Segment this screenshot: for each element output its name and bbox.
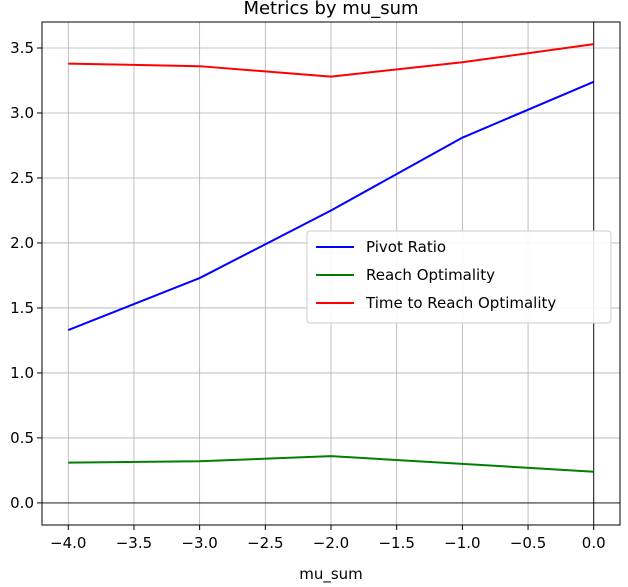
legend: Pivot Ratio Reach Optimality Time to Reach… [306,230,612,324]
series-lines [67,43,595,473]
y-tick-label: 2.0 [10,234,34,252]
y-tick-label: 3.0 [10,104,34,122]
x-tick-label: −1.0 [444,534,480,552]
y-tick-label: 2.5 [10,169,34,187]
legend-label: Pivot Ratio [366,238,446,256]
chart-title: Metrics by mu_sum [243,0,418,19]
x-tick-label: −0.5 [510,534,546,552]
series-line-3 [68,43,594,78]
x-tick-label: −3.0 [181,534,217,552]
series-line-1 [67,80,595,331]
x-tick-label: −1.5 [378,534,414,552]
y-tick-label: 0.5 [10,429,34,447]
legend-box [306,230,612,324]
axis-ticks: −4.0 −3.5 −3.0 −2.5 −2.0 −1.5 −1.0 −0.5 0.0 0.0 0.… [10,39,606,552]
x-tick-label: −3.5 [116,534,152,552]
x-tick-label: −4.0 [50,534,86,552]
y-tick-label: 3.5 [10,39,34,57]
y-tick-label: 1.5 [10,299,34,317]
legend-label: Time to Reach Optimality [365,294,556,312]
legend-label: Reach Optimality [366,266,495,284]
y-tick-label: 0.0 [10,494,34,512]
y-tick-label: 1.0 [10,364,34,382]
x-tick-label: 0.0 [582,534,606,552]
x-tick-label: −2.0 [313,534,349,552]
x-axis-label: mu_sum [299,565,363,584]
series-line-2 [68,455,594,473]
x-tick-label: −2.5 [247,534,283,552]
